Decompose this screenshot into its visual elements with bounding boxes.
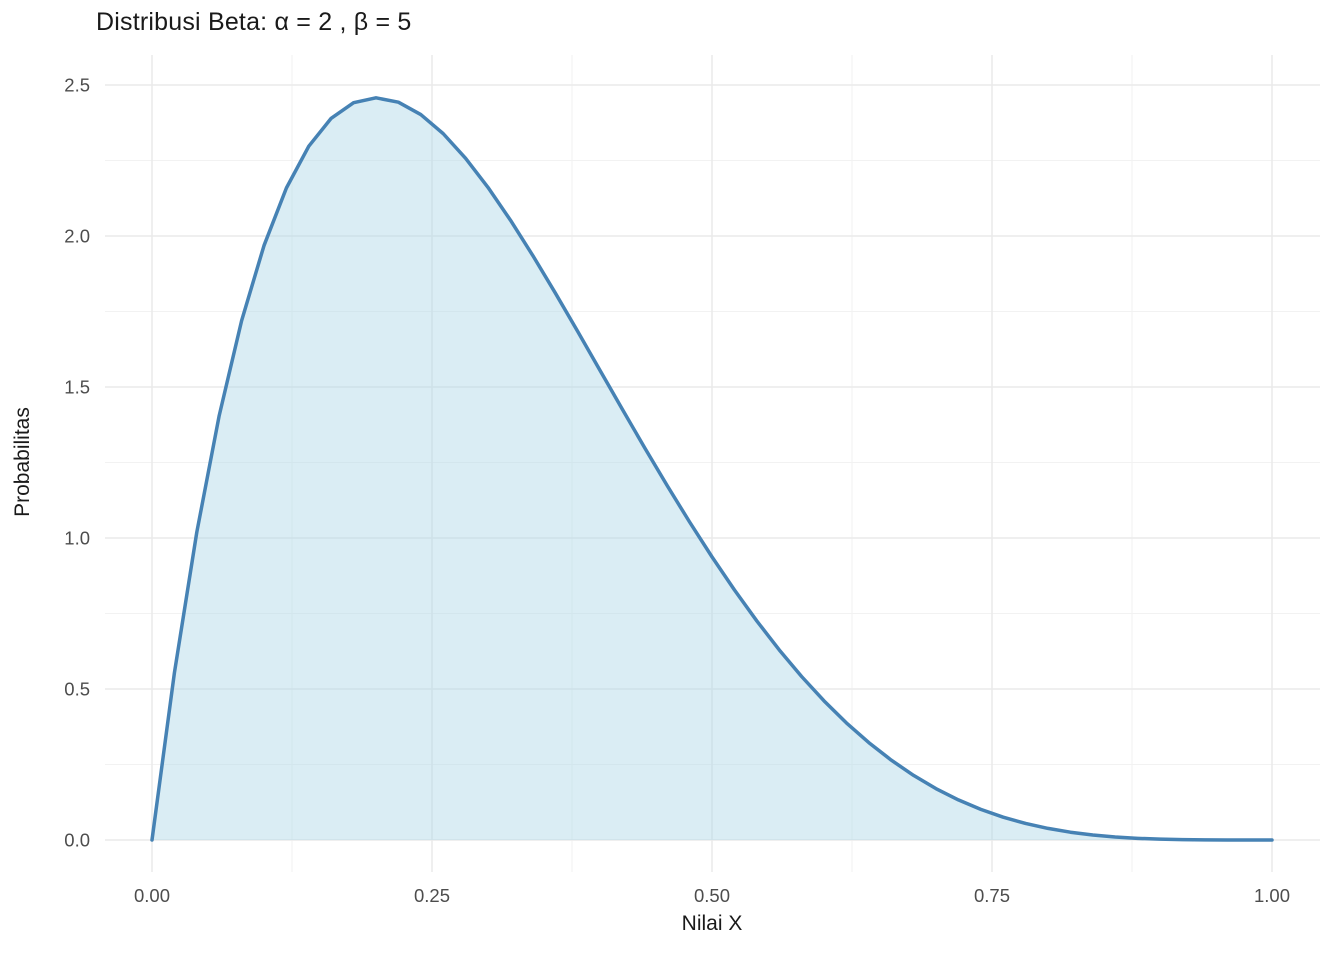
y-tick-label: 1.0 <box>64 528 90 549</box>
x-axis-title: Nilai X <box>681 912 743 935</box>
y-tick-label: 0.5 <box>64 679 90 700</box>
x-tick-label: 0.00 <box>134 885 170 906</box>
y-tick-label: 0.0 <box>64 830 90 851</box>
y-tick-label: 2.5 <box>64 75 90 96</box>
x-tick-label: 1.00 <box>1254 885 1290 906</box>
y-tick-label: 2.0 <box>64 226 90 247</box>
y-tick-label: 1.5 <box>64 377 90 398</box>
chart-title: Distribusi Beta: α = 2 , β = 5 <box>96 8 412 36</box>
x-tick-label: 0.50 <box>694 885 730 906</box>
x-tick-label: 0.75 <box>974 885 1010 906</box>
x-tick-label: 0.25 <box>414 885 450 906</box>
